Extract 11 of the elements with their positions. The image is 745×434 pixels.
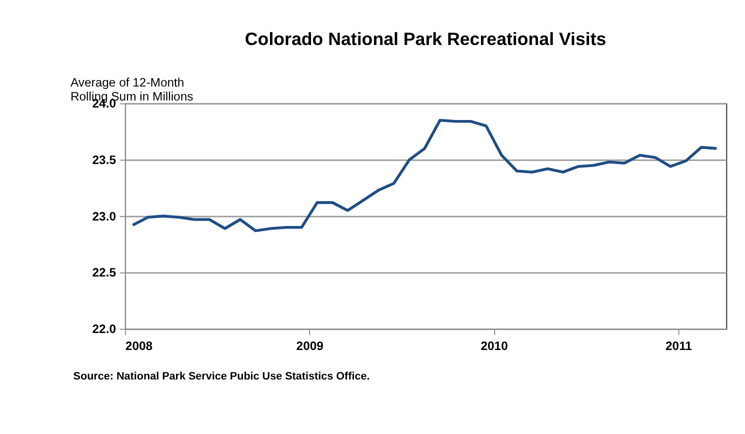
x-tick-label: 2011: [665, 338, 692, 353]
x-tick-label: 2009: [296, 338, 324, 353]
y-tick-label: 22.5: [92, 266, 116, 280]
y-tick-label: 23.0: [92, 209, 116, 224]
x-tick-label: 2010: [480, 338, 508, 353]
y-tick-label: 22.0: [92, 322, 116, 336]
chart-title: Colorado National Park Recreational Visits: [244, 29, 606, 50]
source-note: Source: National Park Service Pubic Use Statistics Office.: [73, 370, 370, 383]
line-series: [131, 118, 718, 232]
x-tick-label: 2008: [125, 338, 153, 353]
y-tick-label: 23.5: [92, 152, 116, 167]
